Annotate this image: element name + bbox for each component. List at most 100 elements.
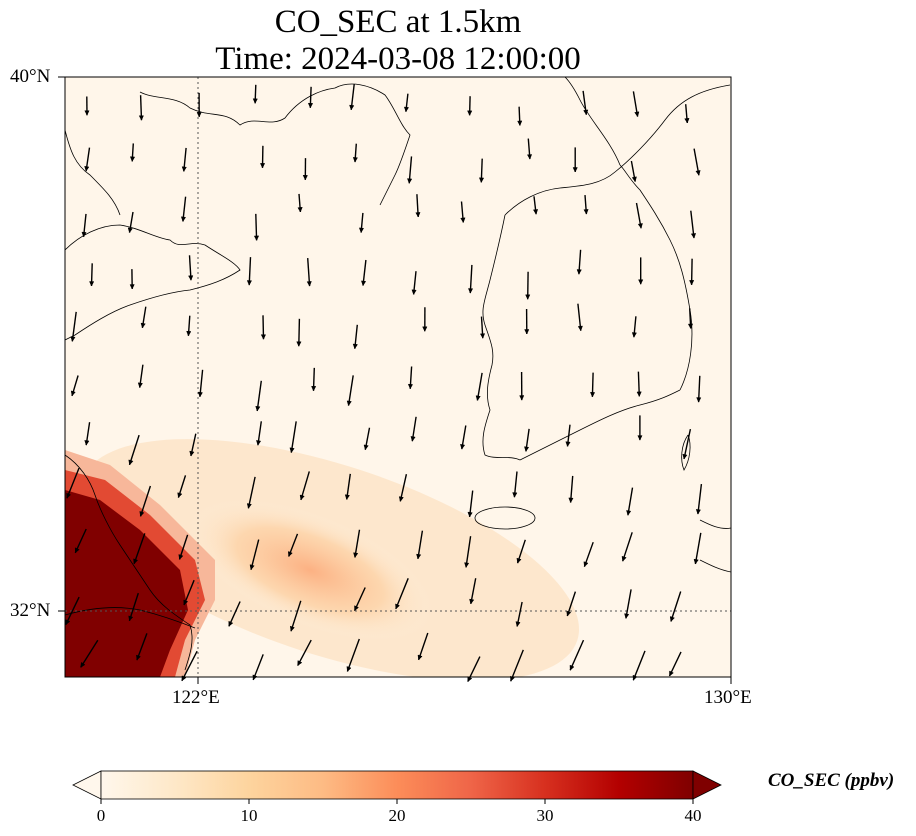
jeju-island [474, 506, 536, 530]
wind-vector-head [260, 163, 266, 169]
wind-vector-head [84, 165, 90, 172]
map-frame [64, 76, 732, 678]
wind-vector-head [695, 170, 701, 176]
korea-west-coast [482, 214, 521, 461]
wind-vector-head [66, 492, 72, 499]
colorbar-label-30: 30 [536, 806, 554, 825]
wind-vector-head [302, 175, 308, 181]
wind-vector-head [407, 178, 413, 184]
wind-vector-head [137, 382, 143, 389]
wind-vector-head [349, 104, 355, 111]
wind-vector-shaft [569, 639, 585, 671]
wind-vector-head [416, 553, 422, 560]
lon-label-130e: 130°E [704, 687, 752, 708]
wind-vector-head [469, 598, 475, 605]
wind-vector-head [524, 446, 530, 452]
wind-vector-head [188, 275, 194, 281]
highest-concentration-core [65, 490, 188, 677]
liaodong-coast [139, 83, 411, 206]
wind-vector-head [352, 157, 358, 163]
wind-vector-head [129, 156, 136, 162]
wind-vector-head [583, 209, 589, 215]
wind-vector-head [140, 322, 146, 329]
title-line-2: Time: 2024-03-08 12:00:00 [215, 41, 581, 77]
korea-east-coast [619, 164, 693, 391]
wind-vector-head [467, 110, 473, 116]
wind-vectors [65, 84, 703, 683]
wind-vector-shaft [250, 539, 260, 570]
wind-vector-head [590, 392, 596, 398]
wind-vector-head [256, 440, 262, 446]
wind-vector-shaft [694, 532, 702, 565]
wind-vector-head [631, 176, 637, 183]
wind-vector-head [475, 395, 481, 402]
wind-vector-shaft [181, 650, 198, 682]
wind-vector-head [411, 289, 417, 296]
wind-vector-head [363, 444, 369, 451]
wind-vector-head [626, 510, 632, 516]
wind-vector-head [249, 564, 255, 571]
colorbar-extend-high [692, 770, 722, 800]
wind-vector-head [569, 664, 575, 671]
wind-vector-head [361, 280, 367, 287]
wind-vector-head [693, 558, 699, 565]
wind-vector-head [403, 106, 410, 113]
wind-vector-head [228, 620, 234, 627]
wind-vector-head [637, 435, 643, 441]
wind-vector-head [288, 551, 293, 558]
plume-core [187, 499, 433, 641]
axis-ticks [58, 76, 732, 684]
wind-vector-head [252, 98, 258, 104]
wind-vector-head [70, 336, 76, 342]
wind-vector-head [84, 440, 90, 446]
wind-vector-head [515, 621, 521, 628]
wind-vector-head [260, 334, 266, 340]
wind-vector-head [479, 333, 486, 339]
wind-vector-head [353, 552, 359, 559]
wind-vector-shaft [128, 434, 140, 466]
wind-vector-head [346, 666, 352, 673]
title-line-1: CO_SEC at 1.5km [274, 4, 522, 40]
wind-vector-head [637, 223, 643, 229]
wind-vector-head [577, 325, 583, 332]
wind-vector-head [572, 167, 578, 173]
wind-vector-head [576, 269, 582, 275]
wind-vector-head [128, 615, 134, 622]
wind-vector-shaft [139, 485, 152, 517]
wind-vector-head [568, 497, 574, 504]
wind-vector-head [669, 670, 674, 677]
wind-vector-head [299, 494, 305, 501]
wind-vector-head [690, 233, 697, 239]
wind-vector-head [526, 154, 533, 160]
wind-vector-head [128, 459, 134, 466]
wind-vector-shaft [625, 589, 632, 619]
wind-vector-shaft [300, 471, 310, 501]
wind-vector-shaft [133, 533, 146, 565]
wind-vector-shaft [346, 638, 360, 672]
jiangsu-coast [65, 454, 193, 671]
wind-vector-head [467, 511, 473, 518]
wind-vector-shaft [465, 536, 472, 568]
colorbar-label-20: 20 [388, 806, 406, 825]
wind-vector-shaft [347, 375, 354, 406]
wind-vector-head [410, 436, 416, 442]
wind-vector-head [180, 216, 187, 223]
wind-vector-head [297, 207, 303, 213]
wind-vector-shaft [697, 484, 703, 515]
wind-vector-head [467, 676, 473, 683]
wind-vector-head [253, 235, 260, 241]
wind-vector-head [344, 494, 350, 501]
wind-vector-head [460, 443, 466, 450]
tsushima-island [681, 434, 691, 471]
wind-vector-head [415, 212, 421, 218]
coastlines [65, 77, 731, 671]
wind-vector-head [297, 660, 303, 667]
wind-vector-head [621, 555, 627, 562]
wind-vector-head [186, 330, 192, 337]
wind-vector-head [478, 177, 485, 183]
wind-vector-head [133, 558, 139, 565]
wind-vector-head [183, 599, 189, 606]
wind-vector-head [129, 284, 135, 290]
wind-vector-head [139, 511, 145, 517]
wind-vector-head [422, 326, 428, 332]
